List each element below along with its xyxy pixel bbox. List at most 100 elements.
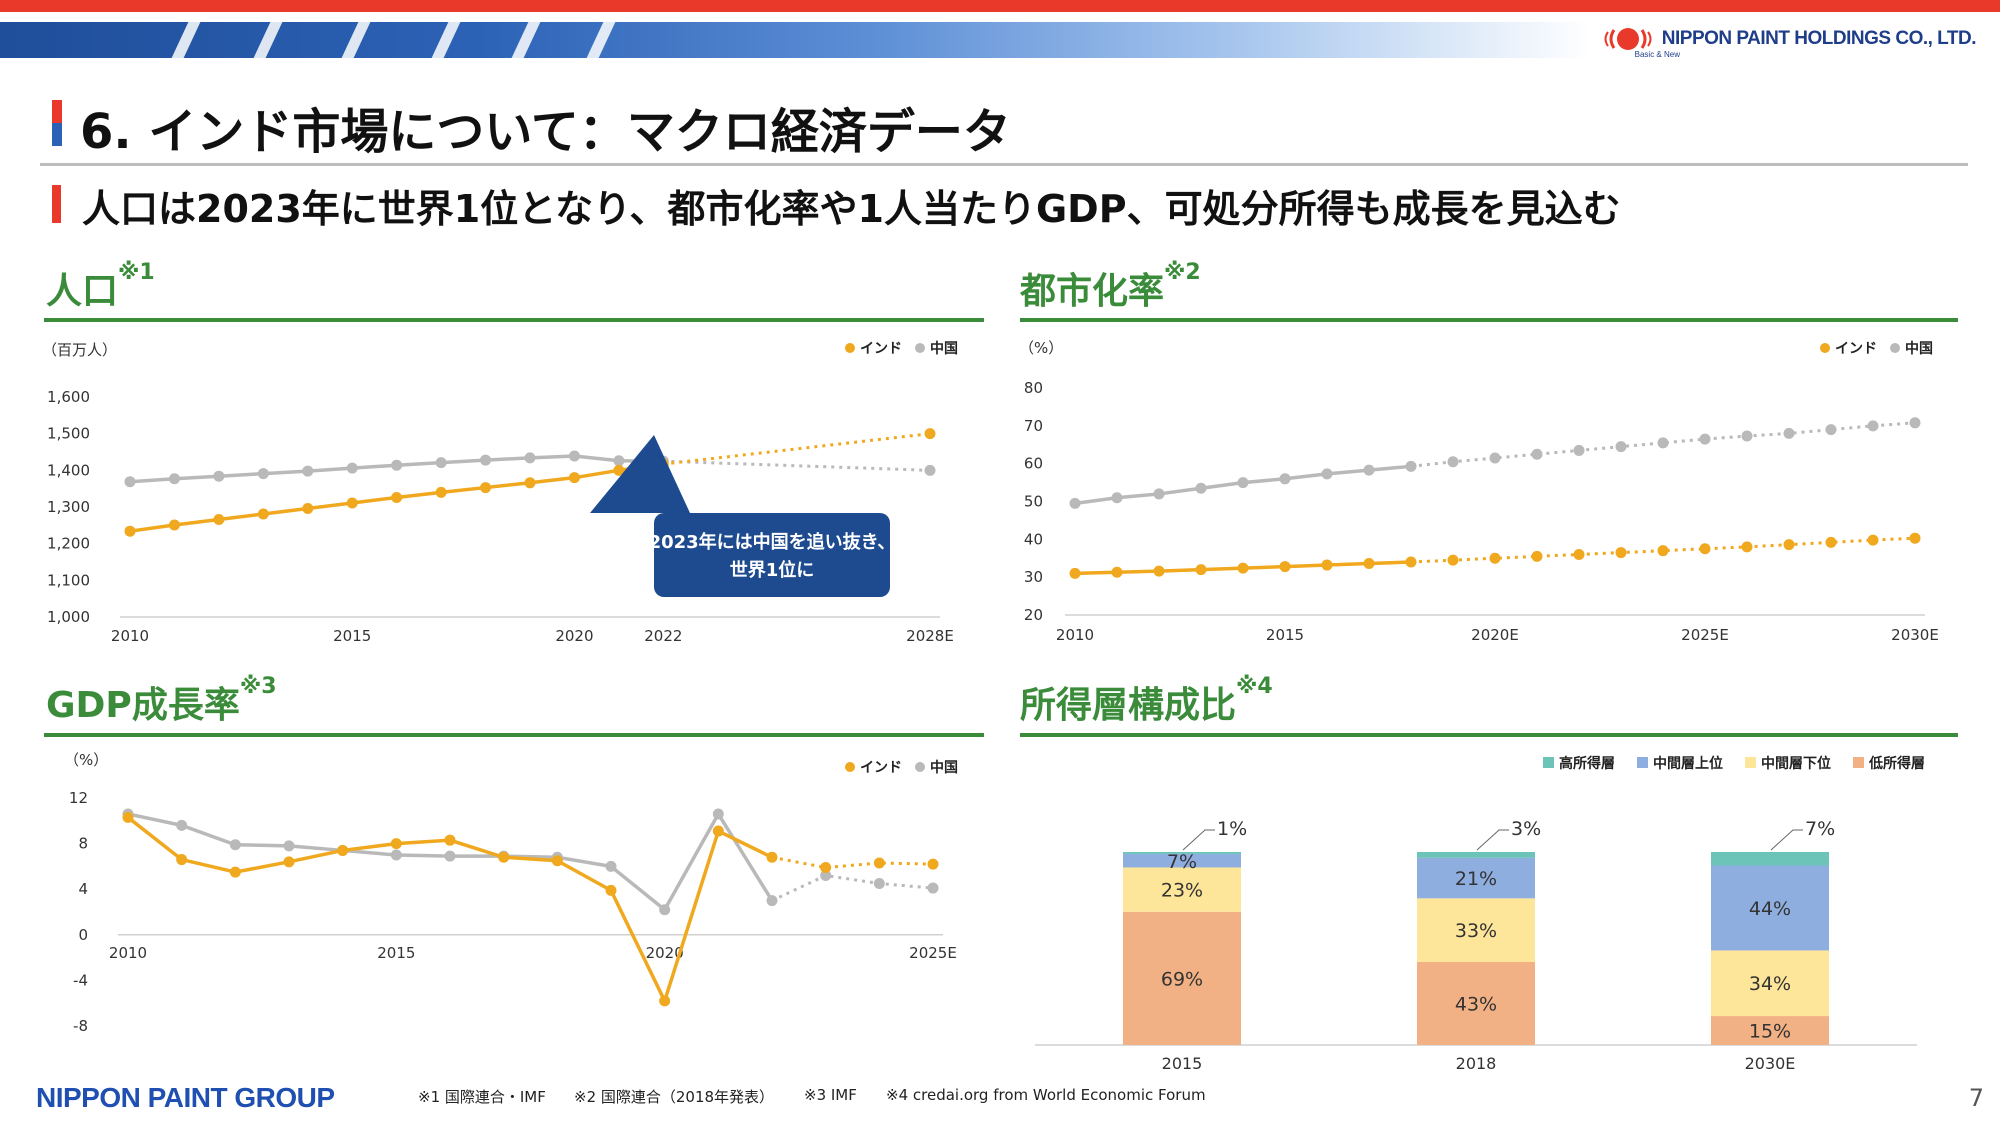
company-logo: NIPPON PAINT HOLDINGS CO., LTD. [1600,26,1977,52]
x-tick-label: 2010 [111,627,149,645]
data-point [283,856,295,868]
axis-unit-label: （%） [1019,339,1063,357]
data-point [924,428,936,440]
company-name: NIPPON PAINT HOLDINGS CO., LTD. [1661,28,1977,49]
section-title-text: 都市化率 [1020,271,1165,312]
section-rule [44,733,984,737]
series-forecast-line [771,855,934,870]
data-point [1657,545,1669,557]
series-line [127,810,774,913]
y-tick-label: 8 [78,835,88,853]
data-point [1741,430,1753,442]
data-point [1111,566,1123,578]
series-forecast-line [663,432,931,466]
section-title-text: 人口 [46,271,119,312]
x-tick-label: 2030E [1891,626,1939,644]
legend-marker [1745,757,1756,768]
data-point [524,477,536,489]
data-point [391,491,403,503]
data-point [613,464,625,476]
top-blue-bar [0,22,1590,58]
data-point [480,482,492,494]
page-title: 6. インド市場について：マクロ経済データ [80,104,1011,160]
legend-marker [1637,757,1648,768]
legend-marker [1543,757,1554,768]
legend-marker [1890,343,1900,353]
data-point [1321,559,1333,571]
bar-segment [1711,950,1829,1017]
data-point [1573,548,1585,560]
data-label: 3% [1511,818,1541,840]
data-point [229,866,241,878]
data-label: 69% [1161,968,1203,990]
data-point [1489,552,1501,564]
data-point [568,472,580,484]
data-point [712,808,724,820]
data-point [1447,554,1459,566]
x-tick-label: 2022 [644,627,682,645]
series-forecast-line [771,873,934,902]
legend-marker [915,762,925,772]
data-label: 43% [1455,994,1497,1016]
data-point [927,858,939,870]
data-point [1405,460,1417,472]
data-point [1699,433,1711,445]
data-label: 7% [1167,851,1197,873]
x-tick-label: 2020 [646,944,684,962]
data-label: 7% [1805,818,1835,840]
y-tick-label: -8 [73,1017,88,1035]
data-point [1363,464,1375,476]
logo-tagline: Basic & New [1634,50,1680,59]
section-rule [44,318,984,322]
page-subtitle: 人口は2023年に世界1位となり、都市化率や1人当たりGDP、可処分所得も成長を… [82,187,1621,231]
footer-note: ※1 国際連合・IMF [418,1088,546,1106]
urbanization-chart: （%） インド 中国 20 30 40 50 60 70 80 2010 2015 2020E 2025E… [1019,339,1939,644]
data-point [176,854,188,866]
x-tick-label: 2020 [555,627,593,645]
data-point [524,452,536,464]
data-point [1531,448,1543,460]
data-label: 21% [1455,868,1497,890]
footer-note: ※3 IMF [804,1086,857,1104]
x-tick-label: 2018 [1456,1054,1497,1073]
data-point [390,849,402,861]
data-point [124,525,136,537]
y-tick-label: -4 [73,971,88,989]
leader-line [1182,829,1215,851]
data-label: 15% [1749,1021,1791,1043]
data-point [605,884,617,896]
y-tick-label: 1,400 [47,461,90,479]
gdp-chart: （%） インド 中国 -8 -4 0 4 8 12 2010 2015 2020 2025E [64,751,958,1035]
y-tick-label: 12 [69,789,88,807]
data-point [229,839,241,851]
bar-segment [1417,898,1535,963]
data-point [1237,477,1249,489]
y-tick-label: 30 [1024,568,1043,586]
y-tick-label: 0 [78,926,88,944]
data-point [1321,468,1333,480]
data-label: 1% [1217,818,1247,840]
section-note: ※1 [118,260,155,285]
data-point [1825,424,1837,436]
data-point [820,870,832,882]
bar-segment [1123,911,1241,1045]
bar-segment [1417,852,1535,858]
data-point [124,476,136,488]
data-point [1195,564,1207,576]
y-tick-label: 1,300 [47,498,90,516]
bar-segment [1123,853,1241,868]
data-point [1447,456,1459,468]
axis-unit-label: （百万人） [42,341,117,359]
y-tick-label: 1,200 [47,535,90,553]
bar-segment [1123,867,1241,912]
x-tick-label: 2025E [1681,626,1729,644]
section-title-text: 所得層構成比 [1020,685,1237,726]
legend-label: 中間層下位 [1761,755,1831,772]
data-point [257,468,269,480]
data-point [1237,562,1249,574]
y-tick-label: 1,100 [47,571,90,589]
data-point [1783,539,1795,551]
data-point [1825,536,1837,548]
data-point [1741,541,1753,553]
data-point [1867,534,1879,546]
